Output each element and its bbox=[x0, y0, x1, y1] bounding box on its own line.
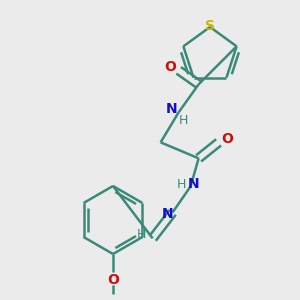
Text: O: O bbox=[222, 132, 234, 146]
Text: N: N bbox=[162, 207, 173, 221]
Text: N: N bbox=[166, 102, 177, 116]
Text: H: H bbox=[179, 114, 188, 127]
Text: O: O bbox=[107, 273, 119, 287]
Text: N: N bbox=[188, 177, 200, 191]
Text: H: H bbox=[137, 228, 146, 241]
Text: S: S bbox=[205, 19, 215, 33]
Text: H: H bbox=[177, 178, 186, 191]
Text: O: O bbox=[165, 60, 177, 74]
